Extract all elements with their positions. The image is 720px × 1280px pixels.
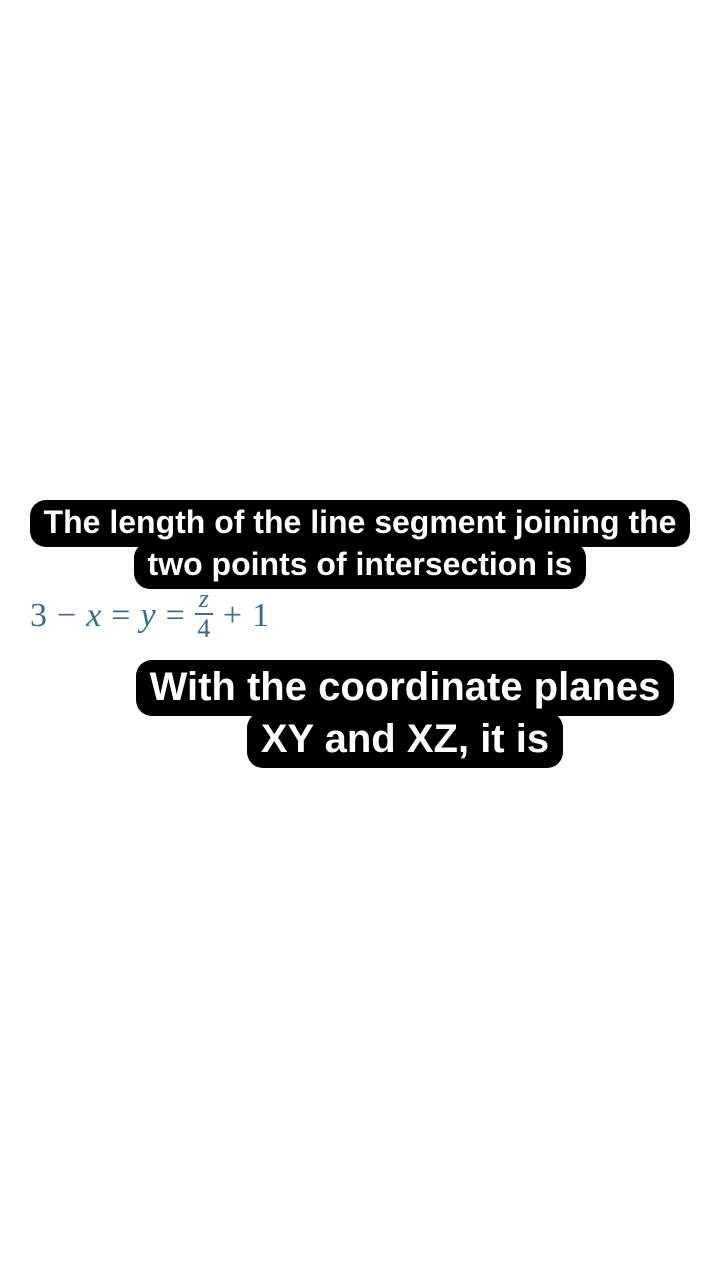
question-row-2: two points of intersection is [0,542,720,589]
question-row-4: XY and XZ, it is [0,712,720,768]
equation-row: 3 − x = y = z 4 + 1 [0,588,720,644]
fraction-denominator: 4 [197,615,210,642]
fraction-numerator: z [195,586,213,615]
equals-sign-1: = [111,597,130,635]
eq-tail: 1 [252,597,269,635]
question-row-1: The length of the line segment joining t… [0,500,720,547]
eq-lhs-a: 3 [30,597,47,635]
eq-var-y: y [140,597,155,635]
fraction: z 4 [195,586,213,642]
question-row-3: With the coordinate planes [0,660,720,716]
question-line-2: two points of intersection is [134,542,587,589]
question-line-3: With the coordinate planes [136,660,675,716]
minus-sign: − [57,597,76,635]
eq-var-x: x [86,597,101,635]
equation: 3 − x = y = z 4 + 1 [30,588,269,644]
plus-sign: + [223,597,242,635]
question-line-4: XY and XZ, it is [247,712,563,768]
question-line-1: The length of the line segment joining t… [30,500,691,547]
canvas: The length of the line segment joining t… [0,0,720,1280]
equals-sign-2: = [166,597,185,635]
